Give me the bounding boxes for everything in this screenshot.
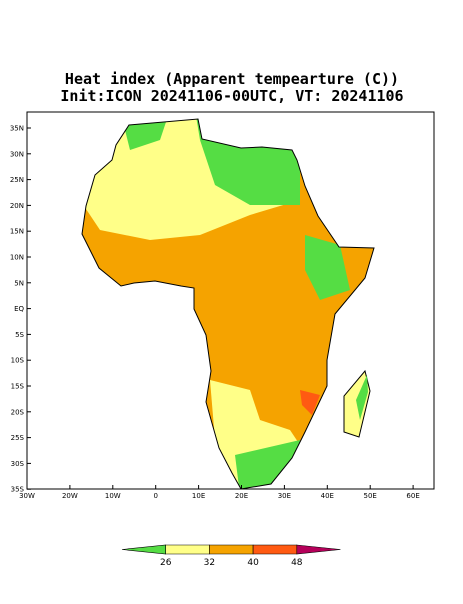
lon-label: 30W	[19, 492, 35, 500]
lat-label: 35S	[11, 486, 25, 494]
title: Heat index (Apparent tempearture (C))	[65, 70, 399, 88]
lon-label: 0	[153, 492, 157, 500]
lat-label: 35N	[10, 125, 24, 133]
lat-label: 20N	[10, 202, 24, 210]
lat-label: 15S	[11, 383, 25, 391]
lon-label: 20W	[62, 492, 78, 500]
colorbar-segment	[252, 544, 298, 555]
colorbar-label: 32	[204, 558, 215, 568]
lat-label: 30S	[11, 460, 25, 468]
colorbar-segment	[296, 544, 341, 555]
colorbar-label: 40	[247, 558, 259, 568]
lon-label: 60E	[406, 492, 419, 500]
lon-label: 10W	[105, 492, 121, 500]
lat-label: 20S	[11, 408, 25, 416]
colorbar-label: 48	[291, 558, 303, 568]
lon-label: 20E	[235, 492, 248, 500]
colorbar-label: 26	[160, 558, 172, 568]
lon-label: 10E	[192, 492, 205, 500]
lat-label: 5N	[14, 279, 24, 287]
lat-label: 10S	[11, 357, 25, 365]
subtitle: Init:ICON 20241106-00UTC, VT: 20241106	[60, 87, 403, 105]
lat-label: 5S	[15, 331, 24, 339]
colorbar-segment	[165, 544, 210, 555]
lat-label: 25S	[11, 434, 25, 442]
lat-label: 10N	[10, 254, 24, 262]
lat-label: 30N	[10, 150, 24, 158]
lon-label: 30E	[278, 492, 291, 500]
lon-label: 50E	[364, 492, 377, 500]
colorbar-segment	[209, 544, 254, 555]
madagascar-fill	[356, 375, 368, 420]
lat-label: EQ	[14, 305, 24, 313]
colorbar-segment	[121, 544, 166, 555]
lat-label: 15N	[10, 228, 24, 236]
coastline	[81, 118, 375, 490]
lat-label: 25N	[10, 176, 24, 184]
lon-label: 40E	[321, 492, 334, 500]
